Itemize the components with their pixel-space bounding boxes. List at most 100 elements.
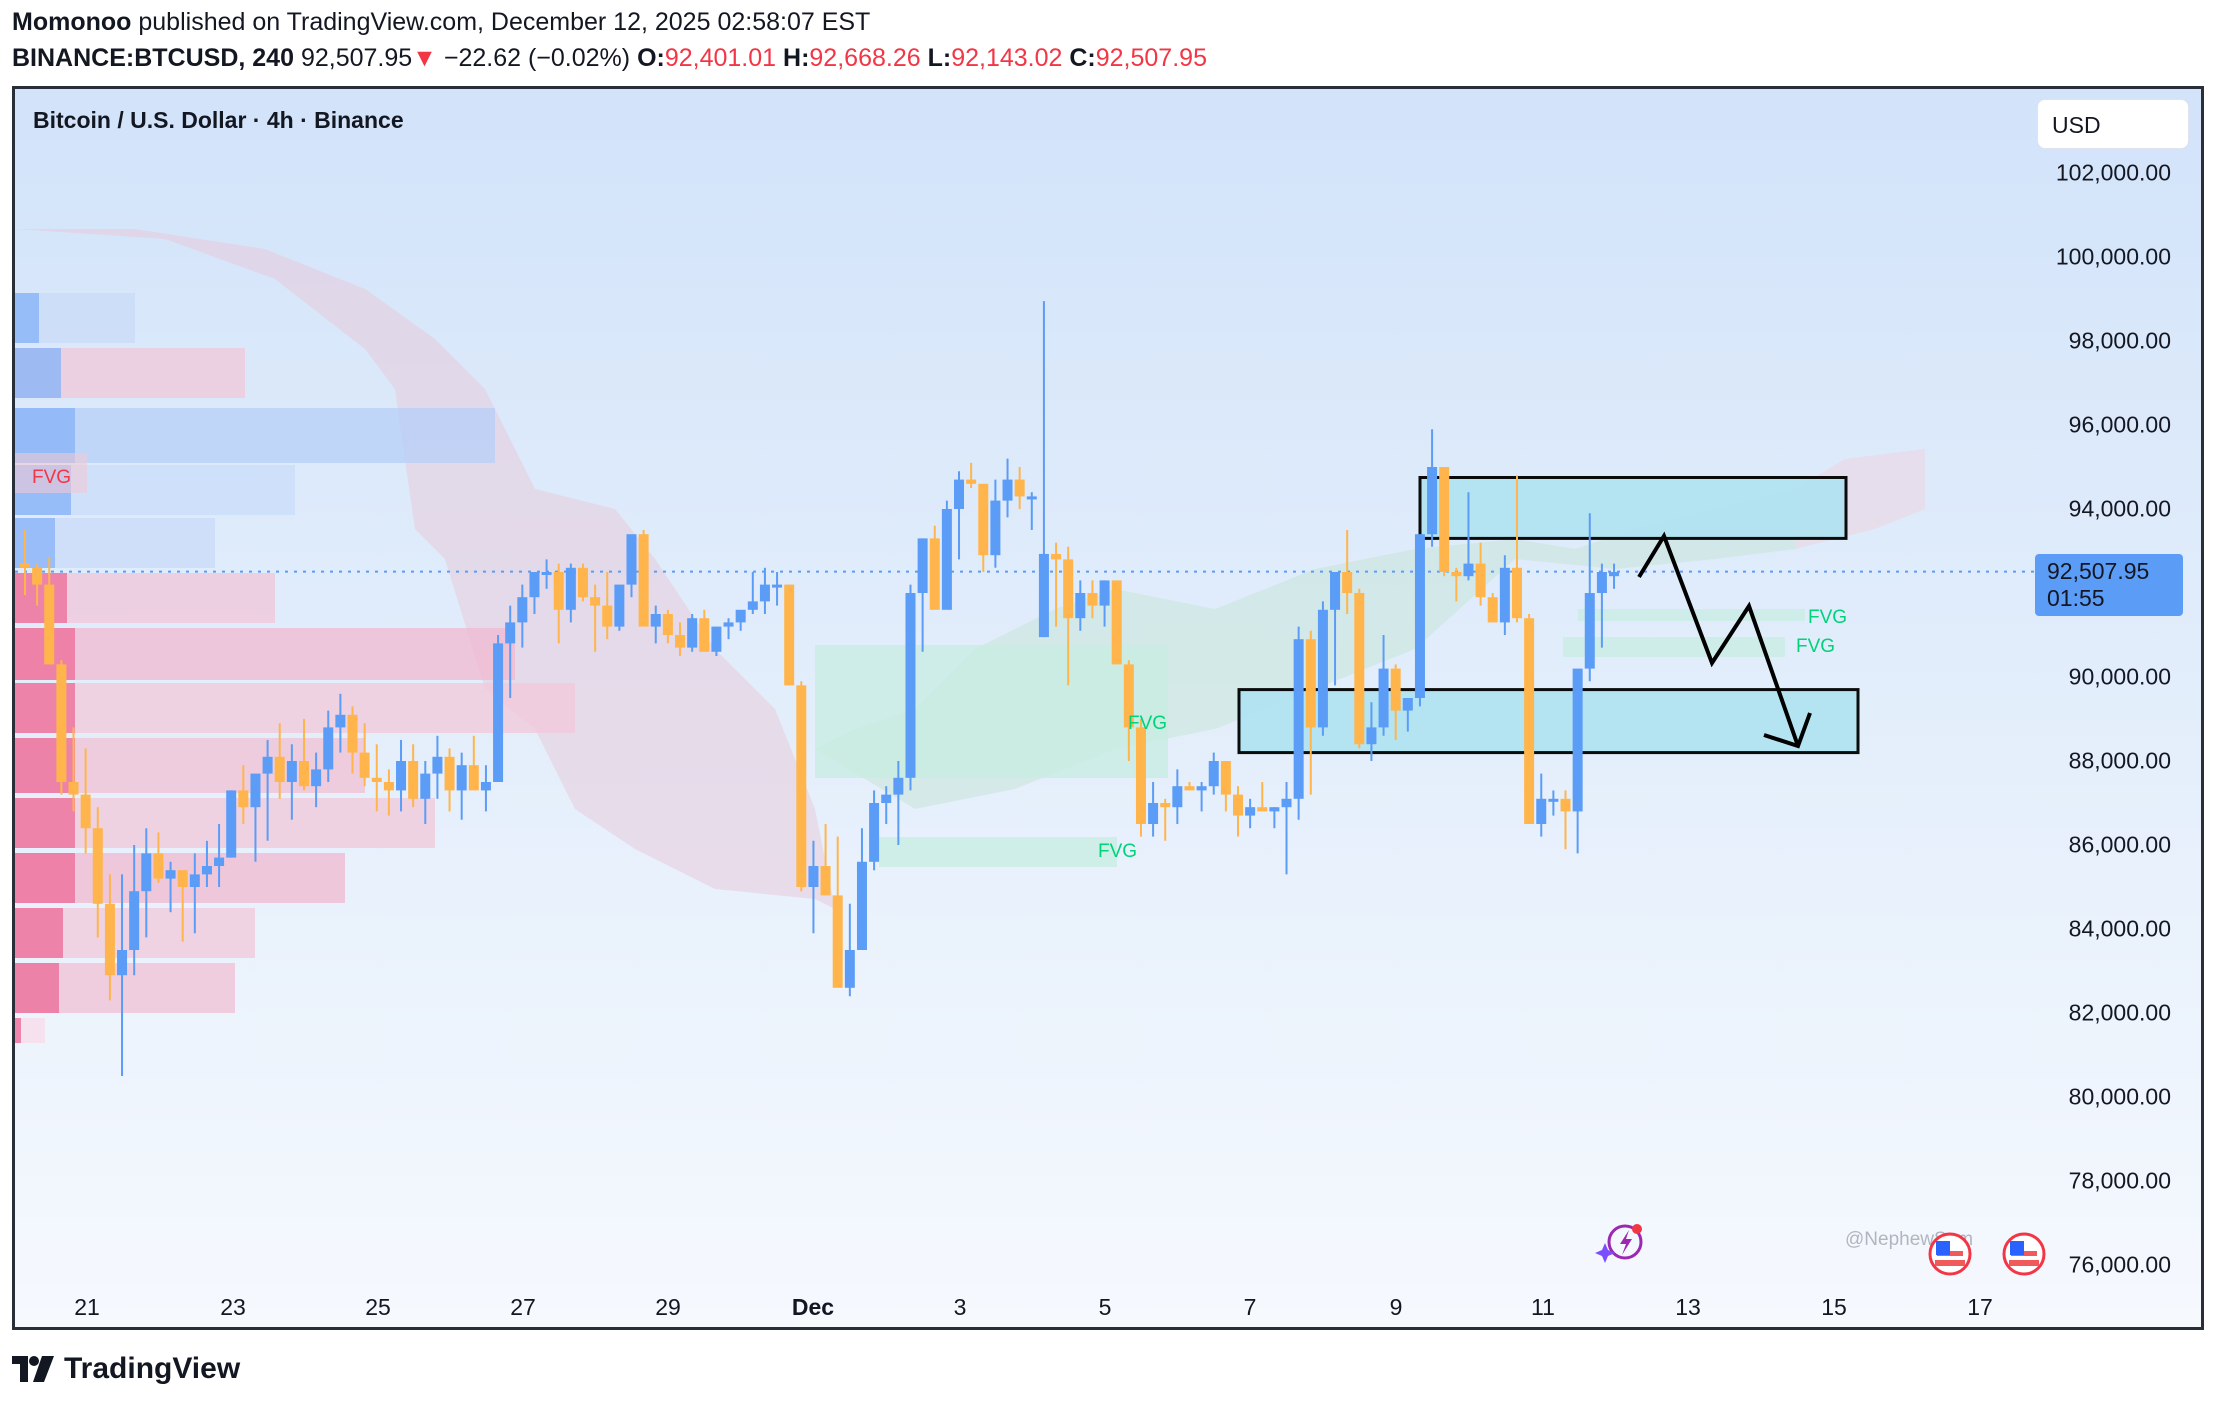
price-tick: 86,000.00 (2068, 831, 2171, 858)
candle (1439, 467, 1450, 572)
price-tick: 78,000.00 (2068, 1167, 2171, 1194)
candle (1111, 580, 1122, 665)
time-tick: 13 (1675, 1294, 1701, 1320)
candle (68, 782, 79, 795)
candle (92, 828, 103, 904)
candle (1269, 807, 1280, 812)
candle (1402, 698, 1413, 711)
price-tick: 80,000.00 (2068, 1083, 2171, 1110)
candle (1038, 553, 1049, 638)
candle (189, 874, 200, 887)
demand-zone (1237, 688, 1860, 755)
author-name: Momonoo (12, 8, 132, 36)
currency-button[interactable]: USD (2037, 99, 2189, 149)
candle (735, 609, 746, 623)
candle (590, 597, 601, 606)
candle (1451, 572, 1462, 577)
price-tag-countdown: 01:55 (2047, 585, 2105, 611)
fvg-zone (815, 645, 1168, 778)
candle (990, 500, 1001, 556)
candle (856, 861, 867, 950)
price-tick: 100,000.00 (2055, 243, 2171, 270)
candle (1123, 664, 1134, 728)
tradingview-logo-icon (12, 1356, 54, 1382)
candle (1208, 761, 1219, 787)
candle (675, 635, 686, 648)
last-price: 92,507.95 (300, 44, 413, 72)
candle (1536, 798, 1547, 824)
symbol: BINANCE:BTCUSD, 240 (12, 44, 294, 72)
candle (153, 853, 164, 879)
candle (1511, 567, 1522, 619)
candle (432, 756, 443, 774)
time-tick: 5 (1098, 1294, 1112, 1320)
time-tick: 27 (510, 1294, 536, 1320)
candle (1026, 496, 1037, 500)
candle (808, 866, 819, 887)
price-change: −22.62 (−0.02%) (443, 44, 631, 72)
candle (650, 614, 661, 627)
candle (1499, 567, 1510, 623)
lightning-alert-icon[interactable] (1593, 1217, 1653, 1267)
high-label: H: (783, 44, 810, 72)
candle (966, 479, 977, 484)
tradingview-logo[interactable]: TradingView (12, 1352, 240, 1386)
price-tick: 98,000.00 (2068, 327, 2171, 354)
candle (1330, 572, 1341, 610)
candle (468, 765, 479, 791)
us-flag-event-icon[interactable] (1927, 1231, 1973, 1277)
candle (784, 584, 795, 686)
time-tick: 11 (1531, 1294, 1555, 1320)
candle (1609, 572, 1620, 577)
candle (505, 622, 516, 644)
open-value: 92,401.01 (664, 44, 777, 72)
chart-canvas[interactable] (15, 89, 2204, 1330)
candle (1245, 807, 1256, 816)
time-tick: 7 (1243, 1294, 1257, 1320)
candle (1233, 794, 1243, 816)
publish-info: Momonoo published on TradingView.com, De… (12, 8, 870, 37)
candle (420, 773, 431, 799)
candle (844, 950, 855, 988)
candle (577, 567, 588, 598)
supply-zone (1418, 476, 1848, 540)
candle (1427, 467, 1438, 535)
price-tick: 88,000.00 (2068, 747, 2171, 774)
candle (1002, 479, 1013, 501)
candle (747, 601, 758, 610)
time-tick: Dec (791, 1294, 835, 1320)
chart-title: Bitcoin / U.S. Dollar · 4h · Binance (33, 107, 404, 133)
candle (1475, 563, 1486, 598)
candle (141, 853, 152, 892)
candle (1281, 798, 1292, 808)
candle (941, 509, 952, 610)
time-tick: 17 (1967, 1294, 1993, 1320)
candle (1414, 534, 1425, 698)
candle (1051, 553, 1062, 560)
fvg-label: FVG (1808, 607, 1848, 628)
fvg-zone (879, 837, 1117, 867)
candle (226, 790, 237, 858)
candle (929, 538, 940, 610)
chart-pane[interactable]: Bitcoin / U.S. Dollar · 4h · Binance USD… (12, 86, 2204, 1330)
candle (286, 761, 297, 782)
candle (1087, 593, 1098, 606)
candle (723, 622, 734, 627)
candle (117, 950, 128, 976)
candle (335, 714, 346, 728)
candle (662, 614, 673, 635)
candle (311, 769, 322, 787)
candle (759, 584, 770, 602)
candle (917, 538, 928, 593)
candle (699, 618, 710, 652)
candle (262, 756, 273, 774)
candle (250, 773, 261, 808)
volume-profile-row (15, 628, 515, 680)
low-label: L: (927, 44, 952, 72)
time-tick: 25 (365, 1294, 391, 1320)
candle (711, 626, 722, 652)
candle (1160, 803, 1171, 808)
us-flag-event-icon[interactable] (2001, 1231, 2047, 1277)
candle (1075, 593, 1086, 619)
change-arrow-icon: ▼ (412, 44, 437, 72)
